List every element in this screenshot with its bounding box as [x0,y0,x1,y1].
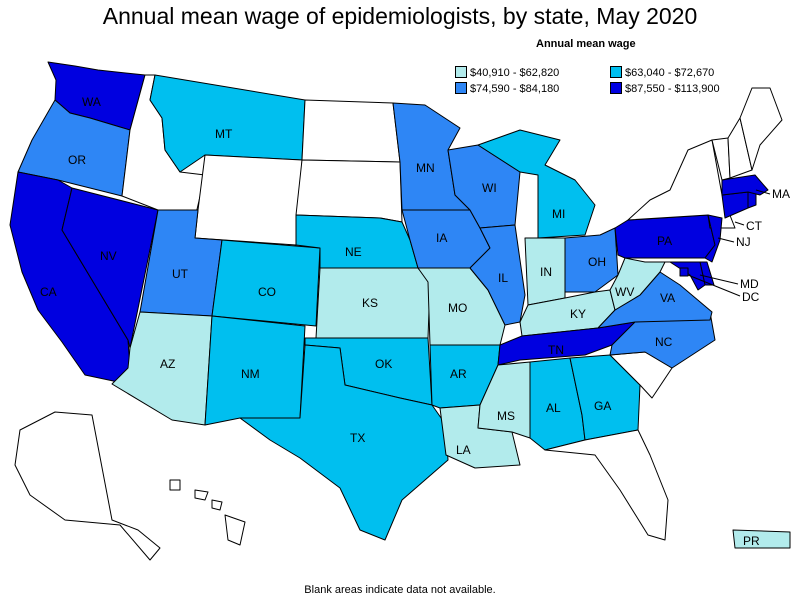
label-MN: MN [416,161,435,175]
state-ND[interactable] [301,99,401,163]
legend-item-tier-2: $63,040 - $72,670 [610,66,714,80]
state-WY[interactable] [194,154,303,246]
legend-title: Annual mean wage [536,38,636,50]
label-leader-lines [687,189,771,297]
state-NV[interactable] [61,187,159,349]
state-HI[interactable] [169,479,246,546]
leader-MA [755,189,771,195]
leader-NJ [717,237,735,243]
label-CT: CT [746,219,763,233]
state-IL[interactable] [469,224,526,326]
label-IN: IN [540,265,552,279]
legend: Annual mean wage $40,910 - $62,820 $63,0… [455,38,775,98]
label-NM: NM [241,367,260,381]
label-DC: DC [742,290,760,304]
legend-item-tier-4: $87,550 - $113,900 [610,82,720,96]
state-MD[interactable] [644,261,706,291]
label-MD: MD [740,277,759,291]
state-TX[interactable] [239,344,449,541]
label-WA: WA [82,95,101,109]
label-OH: OH [588,255,606,269]
legend-item-tier-1: $40,910 - $62,820 [455,66,559,80]
label-AR: AR [450,367,467,381]
label-MA: MA [772,187,790,201]
label-KY: KY [570,307,586,321]
leader-MD [699,274,739,285]
state-SD[interactable] [295,159,403,223]
footnote: Blank areas indicate data not available. [304,584,496,596]
label-CO: CO [258,285,276,299]
label-CA: CA [40,285,57,299]
state-CT[interactable] [721,191,749,219]
label-KS: KS [362,296,378,310]
legend-swatch-tier-2 [610,66,622,78]
state-NY[interactable] [627,139,736,229]
label-NC: NC [655,335,673,349]
label-TX: TX [350,431,365,445]
state-NJ[interactable] [704,214,723,263]
label-MT: MT [215,127,233,141]
label-IL: IL [498,271,508,285]
label-NE: NE [345,245,362,259]
label-AL: AL [546,401,561,415]
state-RI[interactable] [747,191,757,209]
state-FL[interactable] [544,429,669,541]
label-OR: OR [68,153,86,167]
legend-swatch-tier-1 [455,66,467,78]
label-PR: PR [743,534,760,548]
label-MI: MI [552,207,565,221]
state-AK[interactable] [14,411,161,561]
label-OK: OK [375,357,392,371]
legend-swatch-tier-4 [610,82,622,94]
legend-swatch-tier-3 [455,82,467,94]
label-VA: VA [660,291,675,305]
leader-CT [734,221,745,226]
label-GA: GA [594,399,611,413]
label-WI: WI [482,181,497,195]
state-PR[interactable] [732,529,791,549]
label-WV: WV [615,285,634,299]
label-TN: TN [548,343,564,357]
state-CO[interactable] [211,239,321,327]
state-ME[interactable] [739,87,783,171]
legend-item-tier-3: $74,590 - $84,180 [455,82,559,96]
label-NJ: NJ [736,235,751,249]
leader-DC [687,274,741,297]
label-MS: MS [497,409,515,423]
label-PA: PA [657,234,672,248]
label-AZ: AZ [160,357,175,371]
state-labels: WA OR CA NV MT UT CO AZ NM NE KS OK TX M… [40,95,790,548]
label-MO: MO [448,301,467,315]
state-DC[interactable] [679,267,689,277]
label-LA: LA [456,443,471,457]
label-NV: NV [100,249,117,263]
state-MI[interactable] [477,129,596,239]
label-UT: UT [172,267,189,281]
map-title: Annual mean wage of epidemiologists, by … [102,3,698,29]
label-IA: IA [436,231,447,245]
